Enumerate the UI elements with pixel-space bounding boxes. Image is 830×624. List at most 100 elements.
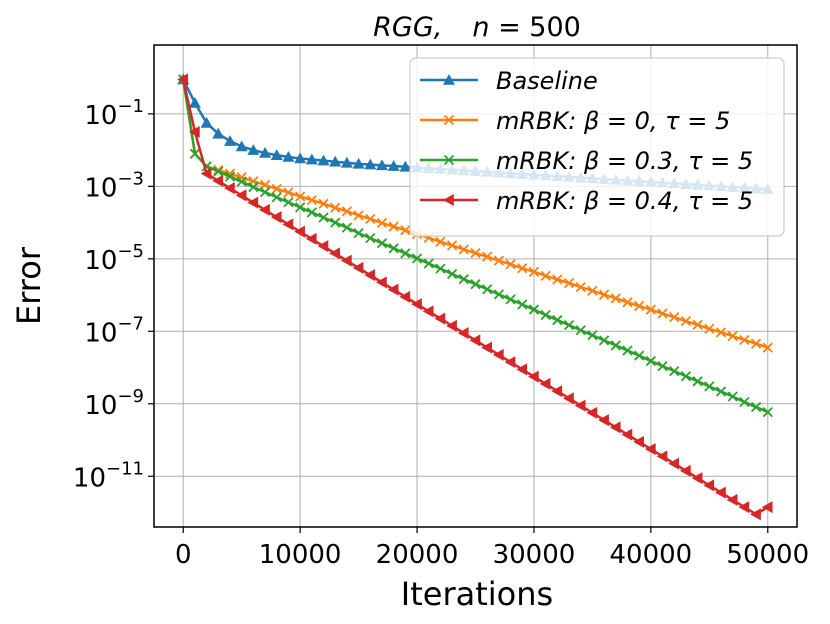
data-point	[353, 210, 364, 221]
data-point	[727, 330, 738, 342]
y-axis-ticks: 10−1 10−3 10−5 10−7 10−9 10−11	[73, 96, 154, 493]
legend-label: mRBK: β = 0, τ = 5	[496, 107, 730, 135]
data-point	[482, 284, 493, 295]
data-point	[294, 191, 306, 202]
data-point	[458, 273, 469, 285]
data-point	[341, 222, 353, 233]
data-point	[423, 258, 434, 269]
data-point	[271, 192, 282, 203]
data-point	[200, 167, 212, 180]
data-point	[738, 501, 750, 514]
data-point	[259, 187, 271, 198]
series-2	[178, 74, 773, 418]
data-point	[609, 421, 621, 434]
data-point	[341, 206, 353, 217]
data-point	[200, 116, 213, 128]
data-point	[575, 281, 586, 293]
legend-label: Baseline	[496, 67, 598, 95]
data-point	[505, 259, 516, 270]
data-point	[622, 345, 633, 356]
data-point	[375, 159, 388, 171]
data-point	[399, 160, 412, 172]
data-point	[294, 152, 307, 164]
data-point	[610, 293, 621, 304]
data-point	[563, 320, 575, 331]
data-point	[283, 197, 294, 208]
data-point	[470, 279, 481, 290]
data-point	[644, 443, 656, 456]
x-tick-label: 50000	[726, 540, 809, 570]
data-point	[388, 221, 399, 232]
data-point	[598, 289, 610, 300]
data-point	[669, 366, 680, 377]
data-point	[715, 327, 727, 338]
data-point	[621, 428, 633, 441]
data-point	[294, 225, 305, 238]
data-point	[283, 187, 294, 198]
data-point	[247, 196, 259, 209]
data-point	[516, 363, 528, 376]
data-point	[400, 225, 411, 236]
data-point	[353, 227, 364, 239]
data-point	[443, 74, 455, 85]
data-point	[248, 181, 259, 193]
data-point	[352, 261, 364, 274]
x-tick-label: 20000	[376, 540, 459, 570]
data-point	[679, 464, 691, 477]
data-point	[622, 297, 633, 308]
data-point	[750, 508, 761, 521]
data-point	[457, 327, 469, 340]
data-point	[634, 350, 645, 361]
data-point	[224, 171, 236, 182]
data-point	[552, 314, 563, 326]
data-point	[365, 233, 376, 244]
y-tick-label: 10−9	[84, 386, 144, 421]
y-axis-label: Error	[10, 246, 48, 325]
data-point	[575, 325, 586, 336]
data-point	[528, 304, 540, 315]
data-point	[305, 153, 318, 165]
data-point	[399, 290, 411, 303]
data-point	[317, 240, 329, 253]
data-point	[551, 385, 563, 398]
data-point	[692, 319, 703, 330]
data-point	[703, 479, 715, 492]
y-tick-label: 10−5	[84, 241, 144, 276]
data-point	[434, 312, 446, 325]
legend-entry: mRBK: β = 0, τ = 5	[420, 107, 730, 135]
data-point	[294, 202, 306, 213]
data-point	[505, 294, 516, 305]
data-point	[212, 127, 225, 139]
data-point	[726, 493, 738, 506]
data-point	[761, 501, 773, 514]
data-point	[189, 148, 201, 159]
series-3	[177, 73, 773, 521]
data-point	[387, 283, 399, 296]
data-point	[540, 309, 551, 321]
legend: Baseline mRBK: β = 0, τ = 5 mRBK: β = 0.3,…	[409, 57, 785, 237]
data-point	[692, 376, 703, 387]
data-point	[364, 269, 376, 282]
data-point	[223, 135, 236, 146]
data-point	[657, 360, 668, 372]
data-point	[329, 247, 341, 260]
data-point	[645, 304, 657, 315]
legend-label: mRBK: β = 0.4, τ = 5	[496, 187, 753, 215]
legend-entry: Baseline	[420, 67, 598, 95]
data-point	[504, 356, 516, 369]
data-point	[540, 270, 551, 281]
data-point	[517, 299, 528, 310]
data-point	[282, 150, 295, 162]
data-point	[213, 166, 224, 177]
data-point	[528, 266, 540, 278]
data-point	[387, 160, 400, 171]
data-point	[443, 114, 455, 126]
data-point	[469, 334, 481, 347]
y-tick-label: 10−7	[84, 313, 144, 348]
data-point	[188, 125, 200, 138]
data-point	[680, 371, 692, 382]
data-point	[235, 140, 248, 152]
chart-title: RGG, n = 500	[373, 12, 581, 43]
data-point	[715, 486, 726, 499]
